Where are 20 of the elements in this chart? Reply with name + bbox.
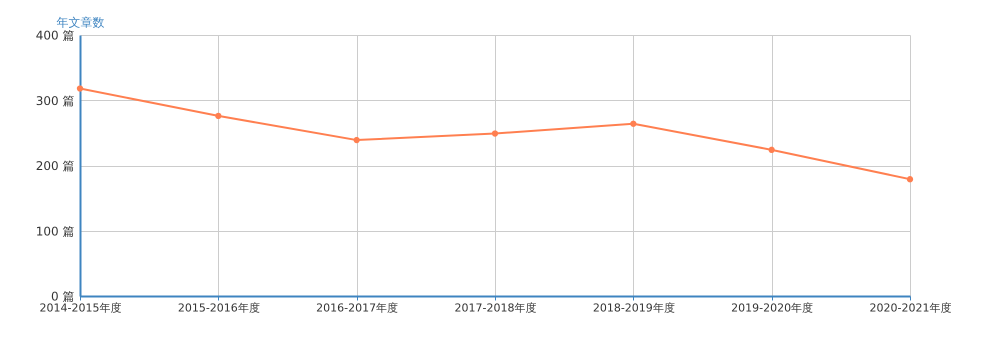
point xyxy=(492,130,498,137)
point xyxy=(906,176,914,182)
point xyxy=(354,136,360,144)
x-tick-label: 2018-2019年度 xyxy=(592,302,675,314)
x-tick-label: 2020-2021年度 xyxy=(870,302,952,314)
y-tick-label: 100 篇 xyxy=(36,224,74,238)
x-tick-label: 2014-2015年度 xyxy=(40,302,122,314)
point xyxy=(76,85,84,92)
point xyxy=(215,112,222,120)
x-tick-label: 2017-2018年度 xyxy=(454,302,536,314)
x-tick-label: 2019-2020年度 xyxy=(731,302,814,314)
x-tick-label: 2016-2017年度 xyxy=(316,302,398,314)
x-tick-label: 2015-2016年度 xyxy=(178,302,260,314)
y-tick-label: 200 篇 xyxy=(36,159,74,173)
y-tick-label: 400 篇 xyxy=(36,28,74,42)
point xyxy=(630,120,636,127)
y-tick-label: 0 篇 xyxy=(51,290,74,304)
point xyxy=(768,146,775,153)
y-axis-title: 年文章数 xyxy=(56,16,104,30)
y-tick-label: 300 篇 xyxy=(36,94,74,108)
